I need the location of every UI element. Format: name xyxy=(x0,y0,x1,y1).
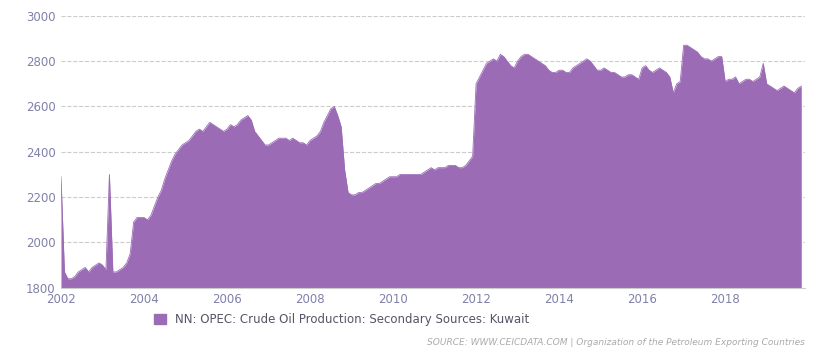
Legend: NN: OPEC: Crude Oil Production: Secondary Sources: Kuwait: NN: OPEC: Crude Oil Production: Secondar… xyxy=(149,309,534,331)
Text: SOURCE: WWW.CEICDATA.COM | Organization of the Petroleum Exporting Countries: SOURCE: WWW.CEICDATA.COM | Organization … xyxy=(427,338,805,347)
